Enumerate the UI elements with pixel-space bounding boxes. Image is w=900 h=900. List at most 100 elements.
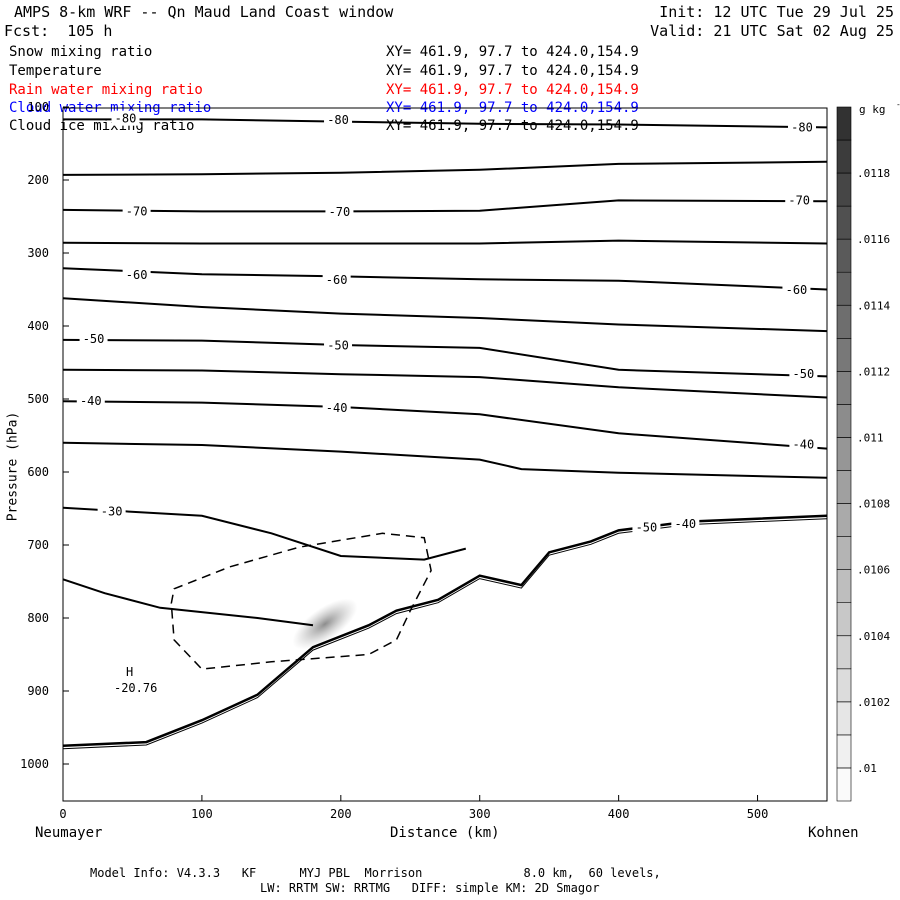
x-axis-title: Distance (km) — [390, 825, 500, 841]
temperature-contour-m80 — [63, 118, 828, 129]
contour-label-bg — [122, 203, 151, 219]
temperature-contour-m45 — [62, 368, 828, 399]
footer-model-info: Model Info: V4.3.3 KF MYJ PBL Morrison 8… — [90, 866, 661, 880]
colorbar-segment — [836, 337, 852, 372]
contour-label-bg — [671, 515, 700, 531]
contour-label-bg — [324, 112, 353, 128]
colorbar-unit: g kg — [859, 103, 886, 116]
colorbar-segment — [836, 503, 852, 537]
colorbar-tick-label: .01 — [857, 762, 877, 775]
y-tick-label: 900 — [27, 684, 49, 698]
contour-label: -30 — [101, 504, 123, 518]
contour-label-bg — [787, 119, 816, 135]
y-tick-label: 800 — [27, 611, 49, 625]
field-rain-xy: XY= 461.9, 97.7 to 424.0,154.9 — [386, 82, 639, 98]
y-tick-label: 600 — [27, 465, 49, 479]
contour-label: -80 — [327, 113, 349, 127]
contour-label-bg — [789, 436, 818, 452]
contour-label: -50 — [83, 332, 105, 346]
contour-label-bg — [324, 337, 353, 353]
terrain-surface-line-2 — [62, 518, 828, 750]
contour-label-bg — [122, 266, 151, 282]
temperature-contour-m75 — [62, 160, 828, 176]
colorbar-segment — [836, 172, 852, 207]
colorbar-tick-label: .0112 — [857, 365, 890, 378]
y-tick-label: 200 — [27, 173, 49, 187]
colorbar-segment — [836, 139, 852, 174]
y-tick-label: 300 — [27, 246, 49, 260]
contour-label-bg — [782, 282, 811, 298]
contour-label-bg — [322, 399, 351, 415]
colorbar-segment — [836, 304, 852, 339]
contour-label: -40 — [674, 517, 696, 531]
x-tick-label: 300 — [469, 807, 491, 821]
y-tick-label: 100 — [27, 100, 49, 114]
footer-physics: LW: RRTM SW: RRTMG DIFF: simple KM: 2D S… — [260, 881, 600, 895]
colorbar-segment — [836, 106, 852, 141]
colorbar-tick-label: .0102 — [857, 696, 890, 709]
chart-title: AMPS 8-km WRF -- Qn Maud Land Coast wind… — [14, 3, 394, 21]
y-tick-label: 700 — [27, 538, 49, 552]
x-tick-label: 0 — [59, 807, 66, 821]
x-end-label: Kohnen — [808, 825, 859, 841]
colorbar-segment — [836, 205, 852, 240]
colorbar-segment — [836, 536, 852, 570]
colorbar-tick-label: .0108 — [857, 498, 890, 511]
contour-label: -40 — [80, 394, 102, 408]
forecast-hour: Fcst: 105 h — [4, 22, 113, 40]
contour-label: -80 — [791, 120, 813, 134]
colorbar-tick-label: .0114 — [857, 299, 890, 312]
field-temperature-label: Temperature — [9, 63, 102, 79]
colorbar-segment — [836, 668, 852, 703]
temperature-contour-m40 — [62, 400, 828, 450]
colorbar-segment — [836, 767, 852, 802]
contour-label-bg — [785, 192, 814, 208]
colorbar-segment — [836, 701, 852, 736]
colorbar-segment — [836, 371, 852, 405]
colorbar-tick-label: .011 — [857, 432, 884, 445]
temperature-contour-m30 — [62, 506, 467, 561]
extremum-value: -20.76 — [114, 681, 157, 695]
temperature-contour-m55 — [62, 297, 828, 333]
contour-label: -80 — [115, 112, 137, 126]
contour-label-bg — [325, 204, 354, 220]
field-snow-label: Snow mixing ratio — [9, 44, 153, 60]
y-tick-label: 1000 — [20, 757, 49, 771]
temperature-contour-m35 — [62, 441, 828, 479]
colorbar-tick-label: .0106 — [857, 564, 890, 577]
colorbar-segment — [836, 569, 852, 604]
contour-label-bg — [111, 110, 140, 126]
colorbar-segment — [836, 404, 852, 438]
colorbar-unit-exponent: -1 — [896, 100, 900, 109]
terrain-surface-line — [62, 514, 828, 748]
contour-label: -70 — [126, 204, 148, 218]
contour-label-bg — [322, 272, 351, 288]
contour-label: -40 — [793, 437, 815, 451]
temperature-contour-m65 — [62, 239, 828, 245]
contour-label: -50 — [327, 339, 349, 353]
contour-label-bg — [79, 331, 108, 347]
y-tick-label: 500 — [27, 392, 49, 406]
colorbar-segment — [836, 635, 852, 670]
contour-label: -40 — [326, 401, 348, 415]
colorbar-tick-label: .0104 — [857, 630, 890, 643]
contour-label: -60 — [126, 268, 148, 282]
contour-label: -50 — [793, 367, 815, 381]
contour-label: -70 — [788, 193, 810, 207]
field-cloudice-label: Cloud ice mixing ratio — [9, 118, 195, 134]
colorbar-tick-label: .0116 — [857, 233, 890, 246]
colorbar-segment — [836, 271, 852, 306]
snow-shading — [292, 598, 358, 650]
x-start-label: Neumayer — [35, 825, 103, 841]
valid-time: Valid: 21 UTC Sat 02 Aug 25 — [650, 22, 894, 40]
temperature-contour-m60 — [62, 267, 828, 291]
plot-frame — [62, 107, 828, 802]
colorbar-segment — [836, 238, 852, 273]
y-tick-label: 400 — [27, 319, 49, 333]
extremum-symbol: H — [126, 665, 133, 679]
temperature-contour-m70 — [62, 199, 828, 213]
contour-label: -60 — [786, 283, 808, 297]
field-temperature-xy: XY= 461.9, 97.7 to 424.0,154.9 — [386, 63, 639, 79]
cloud-ice-contour — [170, 532, 432, 670]
